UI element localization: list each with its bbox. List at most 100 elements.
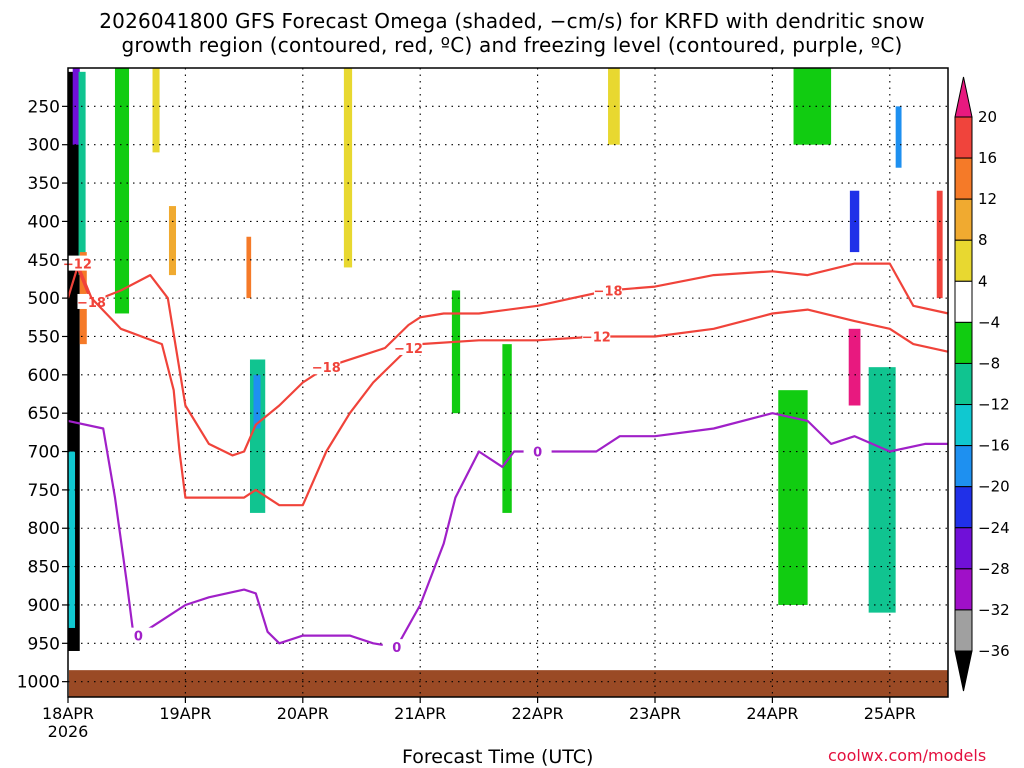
y-tick-label: 550 — [28, 327, 60, 347]
omega-region — [114, 68, 130, 314]
y-tick-label: 400 — [28, 212, 60, 232]
ground-fill — [69, 670, 949, 697]
y-tick-label: 900 — [28, 596, 60, 616]
snow-growth-contour-minus18-label: −18 — [594, 284, 623, 299]
chart-title-line-1: 2026041800 GFS Forecast Omega (shaded, −… — [99, 9, 925, 33]
omega-region — [895, 106, 902, 168]
credit-link[interactable]: coolwx.com/models — [828, 746, 987, 765]
colorbar-bin — [954, 116, 973, 159]
omega-region — [68, 71, 80, 651]
colorbar-label: 16 — [978, 149, 997, 167]
colorbar-label: −20 — [978, 478, 1010, 496]
y-tick-label: 250 — [28, 97, 60, 117]
y-tick-label: 350 — [28, 174, 60, 194]
omega-region — [246, 236, 252, 299]
colorbar-label: 8 — [978, 231, 988, 249]
y-tick-label: 650 — [28, 404, 60, 424]
snow-growth-contour-minus12-label: −12 — [394, 342, 423, 357]
x-tick-label: 21APR — [394, 704, 446, 723]
colorbar-bin — [954, 198, 973, 241]
colorbar-label: 4 — [978, 272, 988, 290]
colorbar-label: −28 — [978, 560, 1010, 578]
freezing-level-contour — [67, 412, 949, 649]
y-tick-label: 300 — [28, 136, 60, 156]
y-tick-label: 750 — [28, 481, 60, 501]
omega-shading-layer — [68, 68, 943, 651]
y-tick-label: 500 — [28, 289, 60, 309]
plot-frame-layer — [67, 67, 949, 698]
snow-growth-contour-minus18 — [66, 262, 949, 457]
colorbar-bottom-triangle — [954, 650, 973, 692]
colorbar-bin — [954, 568, 973, 611]
freezing-level-contour-label: 0 — [392, 641, 401, 656]
colorbar-bin — [954, 445, 973, 488]
colorbar: 20 16 12 8 4 −4 −8 −12 −16 −20 −24 −28 −32 −36 — [954, 76, 1010, 692]
freezing-level-contour-label-bg — [124, 627, 153, 643]
y-axis: 250 300 350 400 450 500 550 600 650 700 750 800 850 9… — [17, 97, 68, 693]
omega-region — [793, 68, 832, 145]
y-tick-label: 950 — [28, 634, 60, 654]
omega-region — [608, 68, 620, 145]
omega-region — [168, 206, 177, 276]
omega-region — [72, 68, 80, 145]
colorbar-bin — [954, 404, 973, 447]
snow-growth-contour-minus18-label: −18 — [312, 361, 341, 376]
colorbar-top-triangle — [954, 76, 973, 118]
colorbar-label: −24 — [978, 519, 1010, 537]
omega-region — [502, 344, 512, 513]
omega-region — [451, 290, 461, 414]
y-tick-label: 600 — [28, 366, 60, 386]
omega-region — [343, 68, 353, 268]
omega-region — [78, 71, 86, 276]
x-tick-sublabel: 2026 — [48, 722, 89, 741]
snow-growth-contour-minus12-label-bg — [394, 339, 423, 355]
colorbar-label: −36 — [978, 642, 1010, 660]
x-tick-label: 23APR — [629, 704, 681, 723]
x-tick-label: 24APR — [746, 704, 798, 723]
colorbar-bin — [954, 157, 973, 200]
x-axis-label: Forecast Time (UTC) — [402, 746, 594, 768]
x-tick-label: 20APR — [277, 704, 329, 723]
colorbar-label: −32 — [978, 601, 1010, 619]
y-tick-label: 1000 — [17, 673, 60, 693]
freezing-level-contour-label-bg — [523, 443, 552, 459]
omega-region — [778, 390, 808, 605]
omega-region — [253, 374, 261, 429]
omega-region — [848, 328, 861, 406]
freezing-level-contour-label-bg — [382, 639, 411, 655]
omega-region — [868, 367, 896, 613]
y-tick-label: 700 — [28, 443, 60, 463]
ground-layer — [69, 670, 949, 697]
y-tick-label: 850 — [28, 558, 60, 578]
colorbar-label: 12 — [978, 190, 997, 208]
omega-region — [68, 451, 76, 628]
colorbar-bin — [954, 609, 973, 652]
freezing-level-contour-label: 0 — [533, 446, 542, 461]
x-tick-label: 18APR — [42, 704, 94, 723]
plot-frame — [67, 67, 949, 698]
y-tick-label: 800 — [28, 519, 60, 539]
colorbar-label: −12 — [978, 396, 1010, 414]
colorbar-bin — [954, 280, 973, 323]
snow-growth-contour-minus12-label: −12 — [582, 330, 611, 345]
colorbar-label: 20 — [978, 108, 997, 126]
chart-title-line-2: growth region (contoured, red, ºC) and f… — [121, 33, 903, 57]
gridlines-layer — [68, 68, 948, 697]
colorbar-label: −16 — [978, 437, 1010, 455]
snow-growth-contour-minus12-label-bg — [63, 255, 92, 271]
snow-growth-contour-minus12-label: −12 — [63, 258, 92, 273]
x-tick-label: 19APR — [159, 704, 211, 723]
colorbar-bin — [954, 239, 973, 282]
y-tick-label: 450 — [28, 251, 60, 271]
freezing-level-contour-label: 0 — [134, 630, 143, 645]
omega-region — [936, 190, 943, 299]
x-tick-label: 25APR — [864, 704, 916, 723]
snow-growth-contour-minus12-label-bg — [582, 328, 611, 344]
colorbar-bin — [954, 486, 973, 529]
colorbar-bin — [954, 321, 973, 364]
colorbar-bin — [954, 362, 973, 406]
